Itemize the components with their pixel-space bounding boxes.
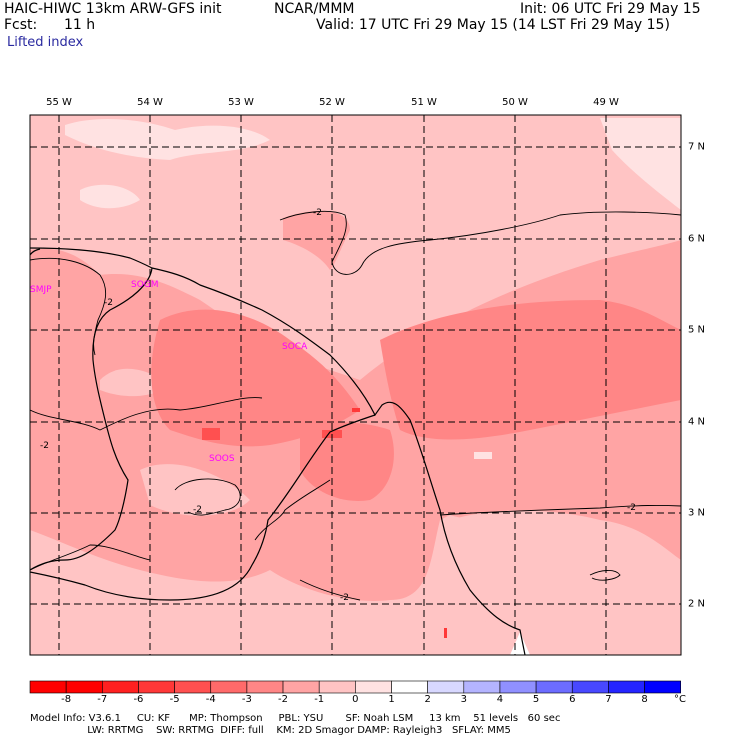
model-title: HAIC-HIWC 13km ARW-GFS init: [4, 1, 222, 17]
colorbar-tick-label: -7: [97, 694, 108, 705]
map-frame: [29, 114, 682, 656]
colorbar-tick-label: -8: [61, 694, 72, 705]
colorbar-bin: [571, 680, 609, 694]
contour-value-label: -2: [40, 441, 49, 451]
colorbar-bin: [138, 680, 175, 694]
lat-label: 6 N: [688, 233, 706, 245]
field-light-patch: [600, 118, 681, 210]
colorbar-tick-label: -1: [314, 694, 325, 705]
field-light-patch: [65, 118, 270, 160]
lon-label: 52 W: [319, 97, 345, 108]
field-dark-patch: [300, 422, 394, 501]
field-dark-patch: [151, 309, 360, 447]
model-info-line2: LW: RRTMG SW: RRTMG DIFF: full KM: 2D Sm…: [30, 725, 511, 736]
contour-value-label: -2: [193, 505, 202, 515]
lat-label: 4 N: [688, 416, 706, 428]
lon-label: 54 W: [137, 97, 163, 108]
lat-label: 7 N: [688, 141, 706, 153]
station-label: SOCA: [282, 342, 308, 352]
colorbar-bin: [174, 680, 212, 694]
lat-label: 5 N: [688, 324, 706, 336]
lat-label: 2 N: [688, 598, 706, 610]
field-light-patch: [474, 452, 492, 459]
colorbar-bin: [65, 680, 103, 694]
model-info-line1: Model Info: V3.6.1 CU: KF MP: Thompson P…: [30, 713, 561, 724]
lon-label: 50 W: [502, 97, 528, 108]
colorbar-bin: [427, 680, 465, 694]
colorbar-tick-label: -4: [205, 694, 216, 705]
colorbar-bin: [102, 680, 139, 694]
colorbar-bin: [391, 680, 428, 694]
contour-value-label: -2: [104, 298, 113, 308]
colorbar-tick-label: 6: [569, 694, 576, 705]
field-medium-region: [283, 210, 350, 270]
colorbar-bin: [246, 680, 284, 694]
field-intense-spot: [352, 408, 360, 412]
colorbar-tick-label: -6: [133, 694, 144, 705]
lat-label: 3 N: [688, 507, 706, 519]
field-light-patch: [450, 510, 681, 655]
colorbar-bin: [355, 680, 392, 694]
field-intense-spot: [444, 628, 447, 638]
colorbar-tick-label: 2: [424, 694, 431, 705]
colorbar-bin: [463, 680, 501, 694]
contour-value-label: -2: [313, 208, 322, 218]
lon-label: 49 W: [593, 97, 619, 108]
colorbar-tick-label: -5: [169, 694, 180, 705]
colorbar-bin: [29, 680, 67, 694]
init-time: Init: 06 UTC Fri 29 May 15: [520, 1, 701, 17]
colorbar-bin: [608, 680, 645, 694]
lon-label: 55 W: [46, 97, 72, 108]
lon-label: 51 W: [411, 97, 437, 108]
station-label: SMJP: [30, 285, 52, 295]
contour-lines: [30, 210, 681, 601]
colorbar-tick-label: 3: [460, 694, 467, 705]
colorbar-tick-label: 8: [641, 694, 648, 705]
colorbar-tick-label: 4: [496, 694, 504, 705]
field-name: Lifted index: [7, 35, 84, 50]
colorbar-tick-label: -2: [278, 694, 289, 705]
colorbar-bin: [644, 680, 681, 694]
colorbar-tick-label: -3: [241, 694, 252, 705]
contour-value-label: -2: [627, 503, 636, 513]
valid-time: Valid: 17 UTC Fri 29 May 15 (14 LST Fri …: [316, 17, 670, 33]
colorbar-tick-label: 7: [605, 694, 612, 705]
colorbar-bin: [499, 680, 537, 694]
colorbar-tick-label: 5: [532, 694, 540, 705]
colorbar-tick-label: 1: [388, 694, 395, 705]
field-light-patch: [140, 464, 250, 516]
field-intense-spot: [202, 428, 220, 440]
field-light-patch: [80, 184, 140, 209]
lon-label: 53 W: [228, 97, 254, 108]
station-label: SOGM: [131, 280, 159, 290]
colorbar-tick-label: 0: [352, 694, 359, 705]
station-label: SOOS: [209, 454, 235, 464]
colorbar-unit: °C: [674, 694, 686, 705]
forecast-hour: 11 h: [64, 17, 96, 33]
contour-value-label: -2: [340, 593, 349, 603]
colorbar: [29, 680, 681, 694]
forecast-label: Fcst:: [4, 17, 38, 33]
colorbar-bin: [318, 680, 356, 694]
colorbar-bin: [210, 680, 248, 694]
organization: NCAR/MMM: [274, 1, 355, 17]
country-borders: [30, 247, 526, 655]
colorbar-bin: [535, 680, 573, 694]
colorbar-bin: [282, 680, 320, 694]
